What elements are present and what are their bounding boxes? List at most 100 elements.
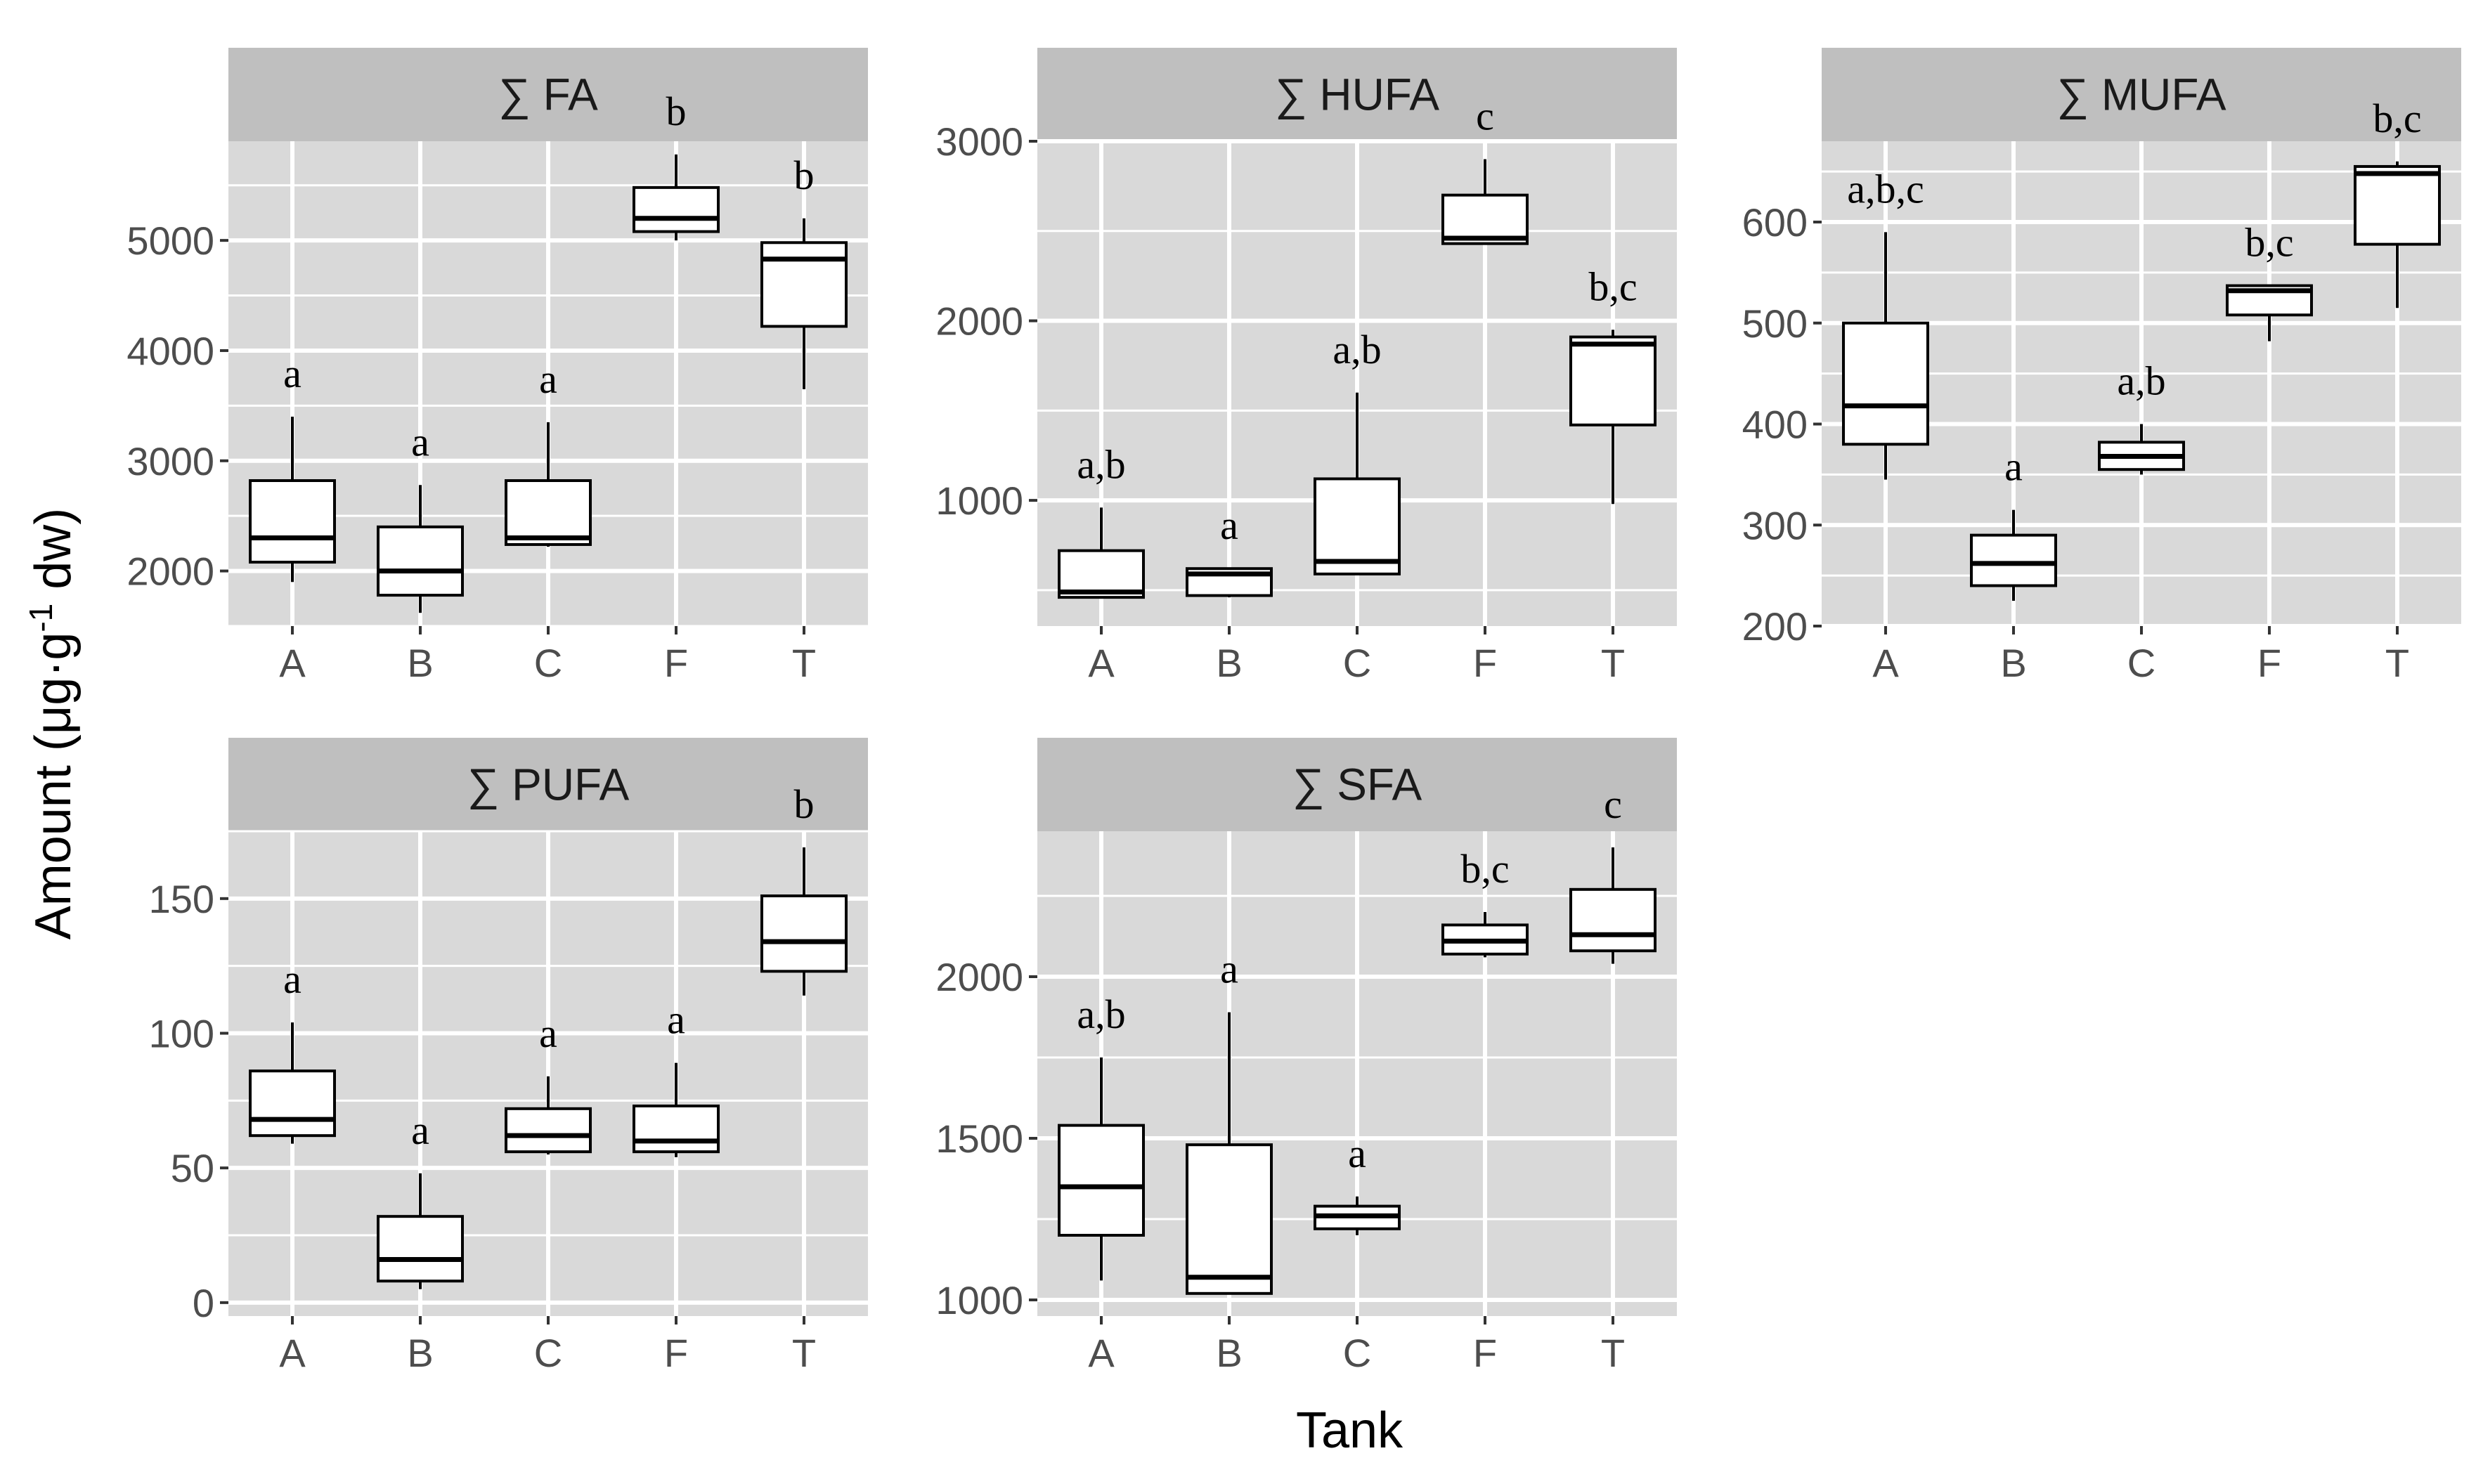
y-tick-label: 500 [1742,301,1808,346]
panel-title: ∑ FA [498,70,598,120]
panel-title: ∑ PUFA [467,760,630,810]
box-B: a [377,419,464,613]
panel-1: ∑ FA 2000 3000 4000 5000 a a a b b A B C F T [127,48,868,685]
box-F: b,c [1441,846,1529,958]
box-A: a,b,c [1842,166,1929,480]
x-tick-label: A [279,641,306,685]
y-tick-label: 150 [149,877,214,921]
box-B: a [1186,946,1273,1295]
significance-letters: a [411,1107,429,1153]
box-iqr [249,479,336,564]
box-iqr [760,894,848,973]
box-F: b,c [2226,220,2313,341]
panel-3: ∑ MUFA 200 300 400 500 600 a,b,c a a,b b,c b,c A B C F… [1742,48,2461,685]
box-A: a,b [1058,441,1145,599]
box-C: a [505,1010,592,1154]
x-tick-label: T [792,1331,816,1375]
x-tick-label: A [279,1331,306,1375]
box-T: b [760,152,848,389]
significance-letters: a [1220,502,1238,548]
y-tick-label: 200 [1742,604,1808,649]
significance-letters: b [794,781,815,827]
y-tick-label: 3000 [127,439,214,483]
box-iqr [1842,321,1929,446]
significance-letters: a [539,1010,557,1056]
x-tick-label: F [1473,1331,1497,1375]
y-tick-label: 600 [1742,200,1808,245]
x-tick-label: F [664,641,688,685]
box-iqr [633,1105,720,1154]
y-tick-label: 3000 [935,119,1023,164]
x-tick-label: C [1343,641,1371,685]
panel-title: ∑ HUFA [1275,70,1439,120]
x-tick-label: B [2000,641,2026,685]
panel-strip [228,738,868,831]
box-A: a,b [1058,991,1145,1281]
x-tick-label: B [1216,641,1242,685]
panel-2: ∑ HUFA 1000 2000 3000 a,b a a,b c b,c A B C F T [935,48,1677,685]
panel-5: ∑ SFA 1000 1500 2000 a,b a a b,c c A B C F T [935,738,1677,1375]
box-iqr [505,479,592,546]
y-tick-label: 1000 [935,1278,1023,1322]
x-tick-label: B [407,1331,433,1375]
box-iqr [1186,1143,1273,1295]
x-tick-label: F [1473,641,1497,685]
box-iqr [2354,164,2441,246]
x-tick-label: T [2385,641,2409,685]
box-iqr [377,525,464,597]
x-axis-title: Tank [1296,1402,1403,1459]
significance-letters: a [1348,1131,1366,1176]
x-tick-label: B [1216,1331,1242,1375]
y-tick-label: 1500 [935,1117,1023,1161]
y-tick-label: 0 [193,1281,214,1325]
y-tick-label: 400 [1742,403,1808,447]
x-tick-label: F [664,1331,688,1375]
significance-letters: a [283,351,302,396]
x-tick-label: C [2127,641,2155,685]
x-tick-label: F [2257,641,2281,685]
panel-4: ∑ PUFA 0 50 100 150 a a a a b A B C F T [149,738,868,1375]
box-iqr [505,1107,592,1154]
box-iqr [1058,1124,1145,1237]
panel-title: ∑ MUFA [2056,70,2226,120]
box-B: a [377,1107,464,1289]
box-A: a [249,956,336,1144]
significance-letters: a [667,997,685,1043]
significance-letters: c [1476,93,1494,139]
x-tick-label: T [1601,1331,1625,1375]
x-tick-label: A [1088,641,1115,685]
box-T: b,c [2354,96,2441,308]
panel-strip [1822,48,2461,141]
box-T: b,c [1569,263,1657,505]
significance-letters: b [666,89,687,134]
y-tick-label: 5000 [127,219,214,263]
x-tick-label: C [534,1331,562,1375]
significance-letters: a [411,419,429,464]
panel-strip [228,48,868,141]
panel-title: ∑ SFA [1292,760,1422,810]
box-C: a,b [1314,327,1401,575]
box-C: a [1314,1131,1401,1235]
x-tick-label: T [1601,641,1625,685]
x-tick-label: A [1088,1331,1115,1375]
significance-letters: b,c [2245,220,2293,266]
box-B: a [1186,502,1273,598]
box-C: a [505,356,592,547]
y-tick-label: 2000 [935,955,1023,999]
significance-letters: a,b [1333,327,1381,372]
box-iqr [1569,887,1657,953]
y-axis-title: Amount (μg·g-1 dw) [22,508,82,940]
box-iqr [760,241,848,328]
box-iqr [1314,477,1401,575]
significance-letters: a [1220,946,1238,992]
significance-letters: b,c [2373,96,2421,141]
x-tick-label: T [792,641,816,685]
significance-letters: b [794,152,815,198]
significance-letters: a,b [1077,991,1125,1037]
y-tick-label: 300 [1742,503,1808,547]
y-tick-label: 50 [171,1146,214,1190]
box-iqr [1569,335,1657,427]
box-T: c [1569,781,1657,964]
significance-letters: a [2004,444,2023,490]
